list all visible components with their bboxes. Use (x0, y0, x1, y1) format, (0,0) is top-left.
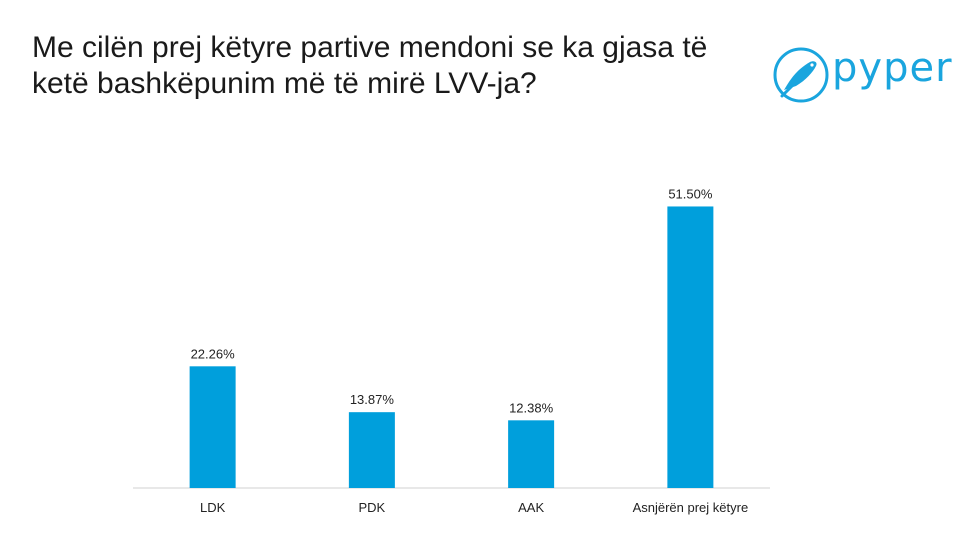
pyper-logo: pyper (770, 40, 953, 110)
bar (667, 206, 714, 488)
category-label: AAK (518, 500, 544, 515)
bar (348, 412, 395, 488)
chart-title: Me cilën prej këtyre partive mendoni se … (32, 31, 708, 100)
data-label: 13.87% (350, 392, 395, 407)
bird-icon (773, 47, 829, 103)
data-label: 51.50% (668, 186, 713, 201)
data-label: 12.38% (509, 400, 554, 415)
logo-text: pyper (832, 45, 953, 91)
category-label: LDK (200, 500, 226, 515)
bar (189, 366, 236, 488)
data-label: 22.26% (191, 346, 236, 361)
category-label: PDK (359, 500, 386, 515)
category-label: Asnjërën prej këtyre (633, 500, 749, 515)
bar (508, 420, 555, 488)
